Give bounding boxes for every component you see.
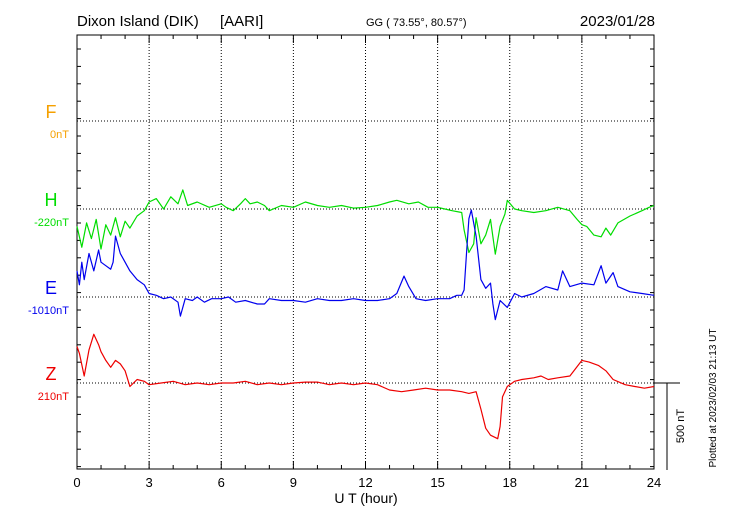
series-line-H: [76, 189, 655, 255]
agency-label: [AARI]: [220, 13, 263, 30]
component-name: H: [45, 190, 58, 210]
coordinates-label: GG ( 73.55°, 80.57°): [366, 17, 467, 29]
component-baseline: 210nT: [38, 391, 69, 403]
station-title: Dixon Island (DIK): [77, 13, 199, 30]
component-labels: F 0nT H -220nT E -1010nT Z 210nT: [28, 102, 69, 403]
component-name: Z: [46, 364, 57, 384]
x-tick-label: 9: [290, 475, 297, 490]
x-tick-label: 6: [218, 475, 225, 490]
x-tick-label: 21: [575, 475, 589, 490]
scale-bar: 500 nT: [654, 382, 687, 470]
component-name: E: [45, 278, 57, 298]
x-tick-label: 24: [647, 475, 661, 490]
date-label: 2023/01/28: [580, 13, 655, 30]
series-lines: [76, 189, 655, 440]
plotted-note: Plotted at 2023/02/03 21:13 UT: [708, 329, 719, 468]
x-tick-label: 3: [146, 475, 153, 490]
scale-bar-label: 500 nT: [675, 409, 687, 444]
axis-ticks: [76, 35, 655, 469]
grid: [77, 35, 654, 469]
x-tick-label: 0: [73, 475, 80, 490]
x-tick-label: 18: [503, 475, 517, 490]
component-baseline: -220nT: [34, 217, 69, 229]
x-axis-label: U T (hour): [334, 490, 397, 506]
series-line-Z: [76, 333, 655, 440]
component-baseline: 0nT: [50, 129, 69, 141]
x-tick-label: 15: [430, 475, 444, 490]
x-tick-labels: 0 3 6 9 12 15 18 21 24: [73, 475, 661, 490]
component-name: F: [46, 102, 57, 122]
component-baseline: -1010nT: [28, 305, 69, 317]
x-tick-label: 12: [358, 475, 372, 490]
series-line-E: [76, 209, 655, 321]
